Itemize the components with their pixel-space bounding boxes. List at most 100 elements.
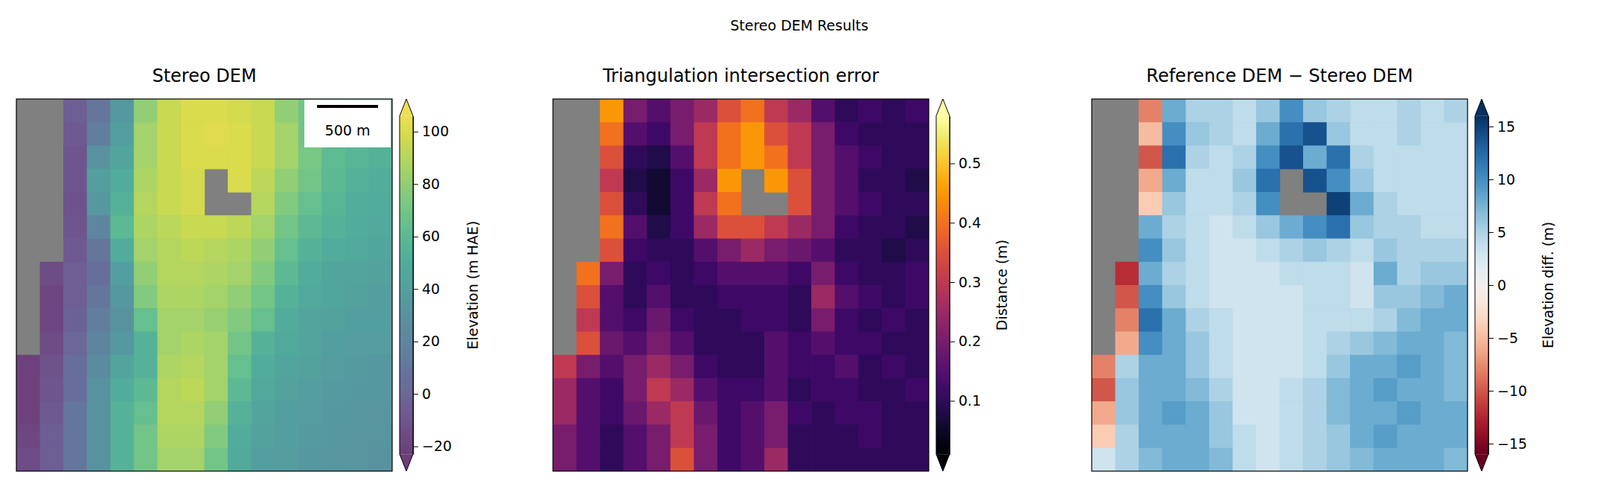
cell <box>717 401 742 425</box>
cell <box>1303 424 1327 449</box>
cell <box>1256 98 1280 123</box>
cell <box>1396 192 1421 216</box>
cell <box>811 401 835 425</box>
cell <box>576 331 601 356</box>
cell <box>87 285 111 309</box>
cell <box>693 215 718 239</box>
cell <box>63 401 88 425</box>
cell <box>40 354 64 379</box>
cell <box>599 168 624 193</box>
cell <box>1209 448 1234 472</box>
cell <box>1115 424 1140 449</box>
cell <box>1138 285 1163 309</box>
colorbar-axis-line <box>949 116 951 455</box>
tick: −10 <box>1488 382 1528 399</box>
cell <box>1280 98 1304 123</box>
cells <box>552 98 929 472</box>
cell <box>251 354 276 379</box>
cell <box>1349 215 1374 239</box>
cell <box>1232 354 1257 379</box>
cell <box>40 331 64 356</box>
cell <box>1256 168 1280 193</box>
cell <box>157 261 181 286</box>
cell <box>157 98 181 123</box>
map-frame <box>16 98 393 472</box>
cell <box>1185 285 1210 309</box>
cell <box>1185 331 1210 356</box>
cell <box>881 308 906 332</box>
tick-mark <box>1488 126 1494 128</box>
cell <box>63 192 88 216</box>
cell <box>368 261 393 286</box>
tick-label: 0.2 <box>958 332 981 350</box>
cell <box>298 215 323 239</box>
tick: 60 <box>413 227 440 245</box>
cell <box>1349 145 1374 170</box>
cell <box>63 261 88 286</box>
cell <box>1209 285 1234 309</box>
colorbar-extend-max <box>399 98 414 117</box>
cell <box>1232 378 1257 402</box>
cell <box>1396 354 1421 379</box>
cell <box>180 448 205 472</box>
tick-label: 20 <box>421 332 440 350</box>
cell <box>227 238 252 263</box>
colorbar-extend-max <box>1474 98 1489 117</box>
cell <box>157 122 181 146</box>
cell <box>204 331 229 356</box>
cell <box>741 448 766 472</box>
colorbar-outline <box>399 98 414 472</box>
cell <box>1280 424 1304 449</box>
cell <box>693 261 718 286</box>
cell <box>87 192 111 216</box>
cell <box>63 378 88 402</box>
cell <box>1185 354 1210 379</box>
cell <box>1396 215 1421 239</box>
tick-mark <box>949 401 955 402</box>
cell <box>1326 215 1351 239</box>
cell <box>670 238 695 263</box>
cell <box>1256 331 1280 356</box>
cell <box>834 238 859 263</box>
tick: 0 <box>1488 276 1507 294</box>
cell <box>811 424 835 449</box>
cell <box>1420 331 1445 356</box>
cell <box>180 98 205 123</box>
cell <box>298 448 323 472</box>
cell <box>646 448 671 472</box>
cell <box>1209 378 1234 402</box>
cell <box>1256 424 1280 449</box>
cell <box>227 331 252 356</box>
cell <box>133 308 158 332</box>
cell <box>368 308 393 332</box>
cell <box>251 168 276 193</box>
cell <box>1373 238 1398 263</box>
cell <box>110 168 134 193</box>
tick-mark <box>949 341 955 343</box>
cell <box>834 378 859 402</box>
cell <box>1138 192 1163 216</box>
cell <box>251 98 276 123</box>
cell <box>1326 448 1351 472</box>
cell <box>788 238 812 263</box>
cell <box>1349 331 1374 356</box>
cell <box>1209 238 1234 263</box>
cell <box>1420 448 1445 472</box>
cell <box>1138 448 1163 472</box>
colorbar-extend-min <box>936 453 950 472</box>
colorbar-extend-min <box>1474 453 1489 472</box>
cell <box>133 331 158 356</box>
figure: Stereo DEM ResultsStereo DEM500 m−200204… <box>0 0 1600 489</box>
cell <box>180 215 205 239</box>
cell <box>345 261 370 286</box>
cell <box>274 145 299 170</box>
cell <box>858 238 882 263</box>
cell <box>1162 261 1187 286</box>
cell <box>345 401 370 425</box>
cell <box>1420 192 1445 216</box>
cell <box>1373 424 1398 449</box>
cell <box>1443 331 1468 356</box>
cell <box>811 448 835 472</box>
cell <box>788 145 812 170</box>
cell <box>1303 308 1327 332</box>
